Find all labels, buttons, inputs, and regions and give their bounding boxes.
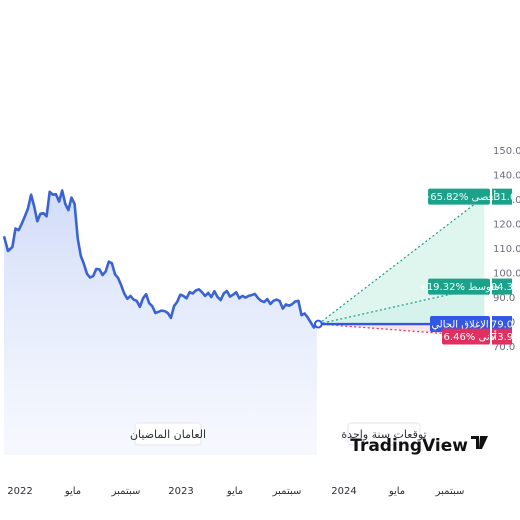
x-tick-label: مايو [226, 486, 243, 497]
forecast-labels: 131.0+65.82% أقصى 94.3+19.32% متوسط 79.0ال… [418, 188, 517, 345]
y-tick-label: 110.0 [493, 244, 520, 255]
current-close-label [430, 316, 490, 333]
brand-wordmark: TradingView [350, 436, 468, 456]
x-tick-label: سبتمبر [435, 486, 465, 497]
x-tick-label: مايو [388, 486, 405, 497]
x-tick-label: 2022 [7, 486, 32, 497]
forecast-min-badge-value: 73.9 [491, 332, 513, 343]
tradingview-logo[interactable]: TradingView [350, 436, 488, 456]
current-close-label-text: الإغلاق الحالي [431, 320, 488, 331]
current-close-badge-value: 79.0 [491, 320, 513, 331]
forecast-avg-badge [492, 278, 512, 295]
tradingview-icon [471, 436, 488, 449]
current-price-marker [313, 319, 323, 329]
y-tick-label: 140.0 [493, 171, 520, 182]
y-tick-label: 100.0 [493, 269, 520, 280]
y-tick-label: 90.0 [493, 293, 515, 304]
one-year-forecast-label-text: توقعات سنة واحدة [341, 428, 426, 441]
price-line [2, 189, 318, 329]
forecast-min-label [442, 328, 490, 345]
forecast-area [318, 196, 485, 337]
current-close-badge [492, 316, 512, 333]
x-tick-label: 2023 [168, 486, 193, 497]
x-tick-label: مايو [64, 486, 81, 497]
y-tick-label: 70.0 [493, 342, 515, 353]
past-two-years-label-box [134, 422, 202, 446]
forecast-avg-badge-value: 94.3 [491, 282, 513, 293]
forecast-min-badge [492, 328, 512, 345]
forecast-max-label-text: +65.82% أقصى [422, 190, 496, 203]
price-history [2, 189, 318, 455]
x-tick-label: سبتمبر [111, 486, 141, 497]
forecast-min-line [318, 323, 485, 338]
price-area [4, 190, 317, 455]
y-tick-label: 120.0 [493, 220, 520, 231]
one-year-forecast-label-box [347, 422, 421, 446]
x-axis: 2022 مايو سبتمبر 2023 مايو سبتمبر 2024 مايو سبتم… [7, 486, 464, 497]
forecast-max-badge-value: 131.0 [488, 192, 517, 203]
forecast-min-label-text: −6.46% أدنى [435, 330, 497, 343]
forecast-max-badge [492, 188, 512, 205]
y-tick-label: 150.0 [493, 146, 520, 157]
past-two-years-label-text: العامان الماضيان [130, 428, 206, 441]
forecast-avg-label-text: +19.32% متوسط [418, 282, 499, 293]
forecast-avg-label [428, 278, 490, 295]
period-annotations: العامان الماضيان توقعات سنة واحدة [130, 422, 427, 446]
forecast-max-line [317, 196, 485, 325]
x-tick-label: سبتمبر [272, 486, 302, 497]
forecast-max-label [428, 188, 490, 205]
forecast-avg-line [318, 285, 485, 325]
x-tick-label: 2024 [331, 486, 356, 497]
